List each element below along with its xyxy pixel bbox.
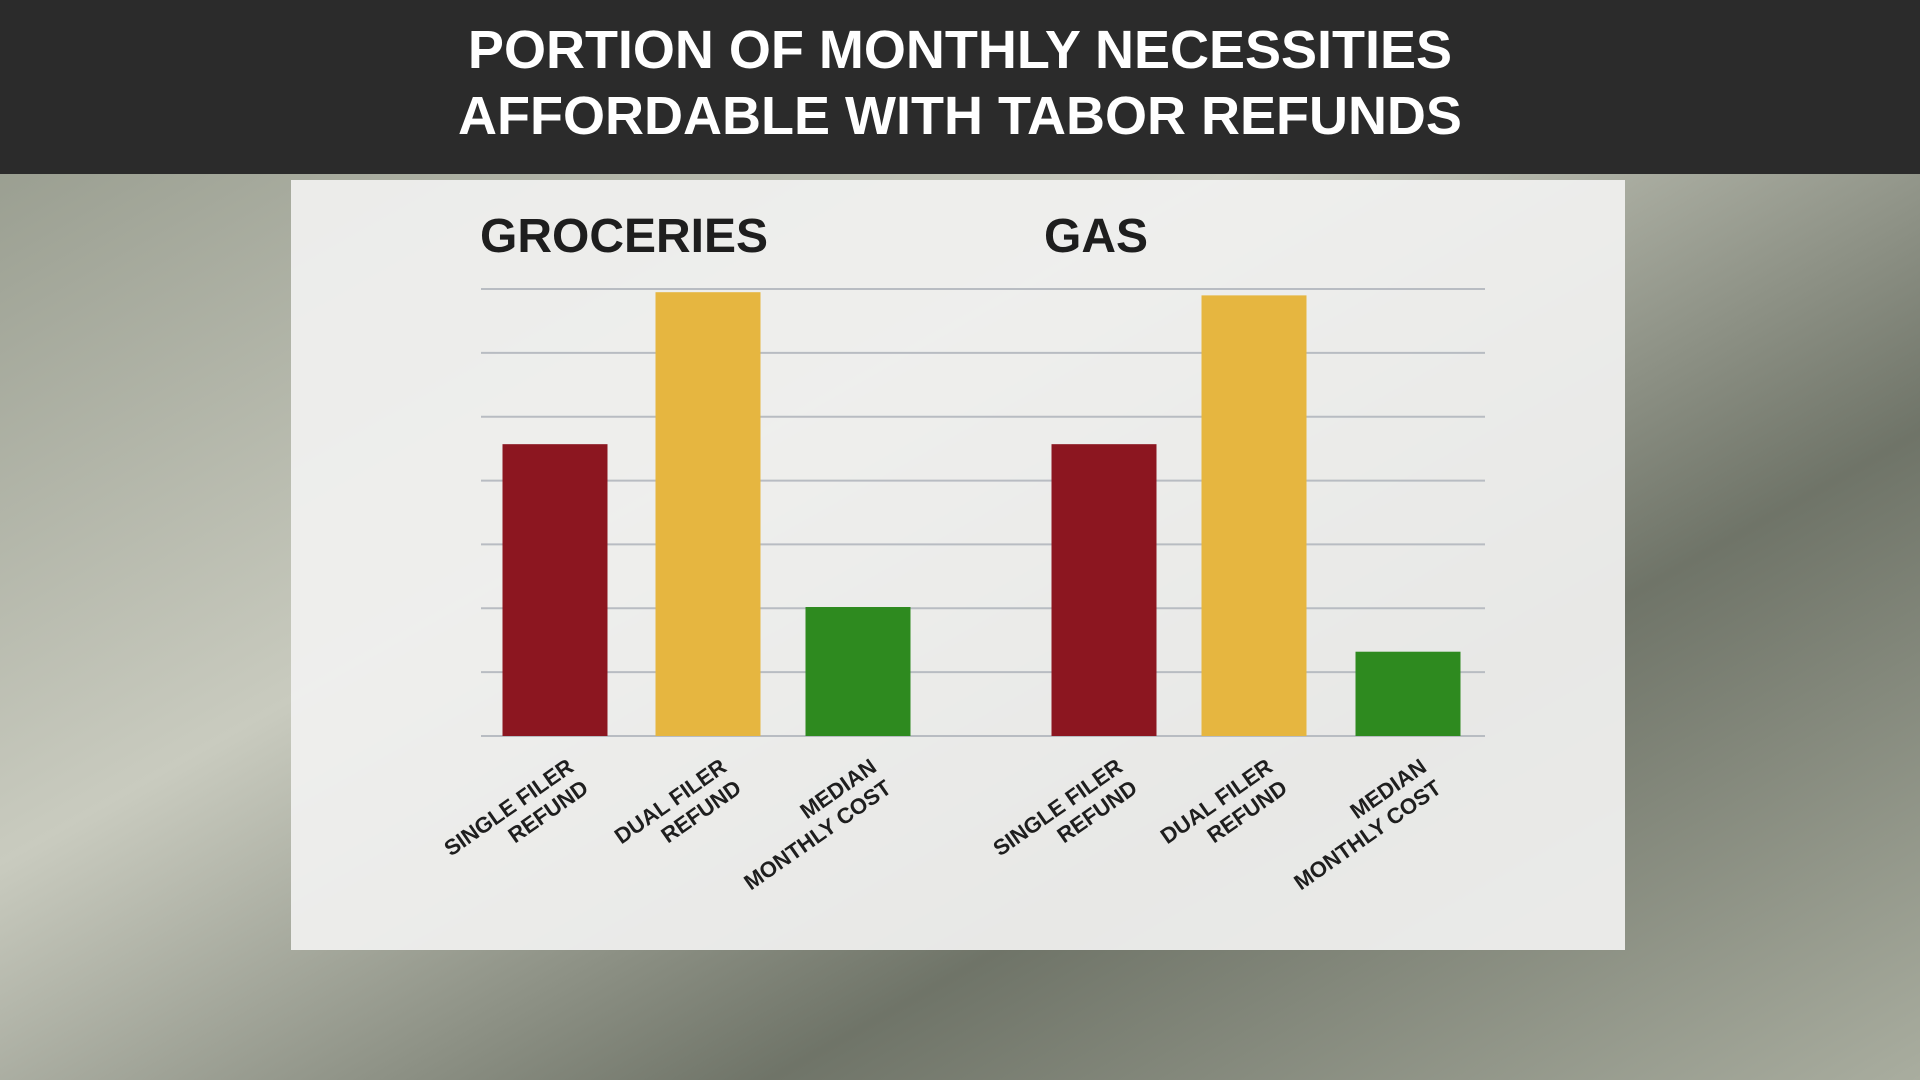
- header-bar: [0, 0, 1920, 174]
- chart-title: GROCERIES: [480, 210, 768, 263]
- bar: [1051, 444, 1157, 736]
- main-title: PORTION OF MONTHLY NECESSITIES AFFORDABLE…: [458, 20, 1462, 146]
- bar: [1201, 295, 1307, 736]
- bar: [805, 607, 911, 736]
- bar: [502, 444, 608, 736]
- chart-title: GAS: [1044, 210, 1148, 263]
- bar: [655, 292, 761, 736]
- bar: [1355, 651, 1461, 736]
